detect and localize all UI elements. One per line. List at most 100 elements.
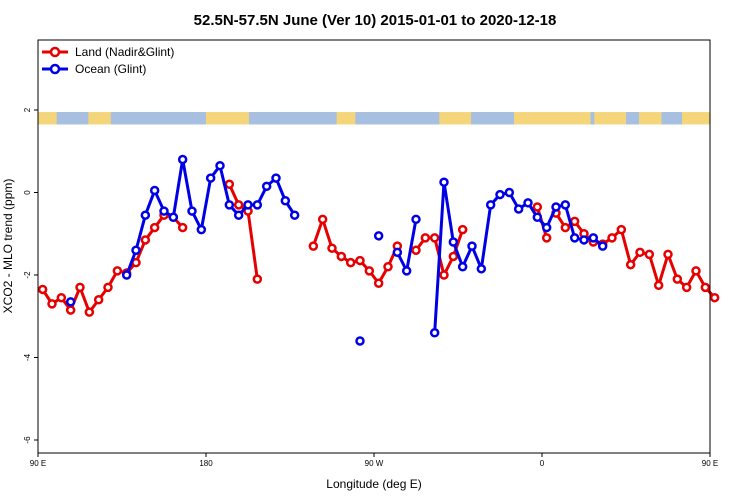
data-point bbox=[168, 212, 179, 222]
data-point bbox=[504, 187, 515, 198]
data-point bbox=[345, 257, 356, 268]
data-point bbox=[429, 328, 440, 338]
data-point bbox=[47, 299, 57, 309]
data-point bbox=[523, 198, 533, 208]
data-point bbox=[233, 200, 244, 210]
data-point bbox=[308, 241, 319, 251]
data-point bbox=[401, 266, 412, 276]
data-point bbox=[560, 200, 571, 210]
map-ocean bbox=[110, 112, 206, 125]
map-ocean bbox=[471, 112, 514, 125]
data-point bbox=[261, 181, 272, 192]
data-point bbox=[439, 177, 449, 187]
world-map-strip bbox=[38, 112, 710, 125]
chart-title: 52.5N-57.5N June (Ver 10) 2015-01-01 to … bbox=[194, 12, 557, 29]
data-point bbox=[131, 245, 141, 255]
data-point bbox=[373, 278, 384, 288]
x-tick-label: 90 W bbox=[365, 459, 384, 468]
data-point bbox=[541, 222, 552, 233]
data-point bbox=[653, 280, 664, 291]
data-point bbox=[644, 249, 655, 260]
data-point bbox=[37, 284, 48, 295]
series-line bbox=[554, 212, 716, 299]
data-point bbox=[224, 179, 235, 189]
y-tick-label: -4 bbox=[23, 353, 32, 361]
data-point bbox=[513, 204, 524, 214]
data-point bbox=[336, 251, 347, 262]
data-point bbox=[243, 200, 253, 210]
data-point bbox=[149, 185, 160, 196]
data-point bbox=[392, 247, 403, 258]
legend-ocean-marker bbox=[49, 63, 61, 75]
data-point bbox=[429, 233, 440, 243]
data-point bbox=[411, 214, 421, 225]
data-point bbox=[448, 237, 459, 247]
map-ocean bbox=[248, 112, 337, 125]
data-point bbox=[476, 264, 487, 274]
data-point bbox=[532, 202, 543, 212]
data-point bbox=[700, 282, 711, 293]
map-ocean bbox=[661, 112, 682, 125]
data-point bbox=[93, 295, 104, 305]
data-point bbox=[588, 233, 599, 243]
data-point bbox=[75, 282, 85, 293]
legend-land-marker bbox=[49, 46, 61, 58]
data-point bbox=[373, 231, 384, 241]
data-point bbox=[65, 305, 76, 315]
data-point bbox=[532, 212, 543, 222]
data-point bbox=[177, 154, 188, 165]
map-ocean bbox=[590, 112, 595, 125]
map-ocean bbox=[355, 112, 440, 125]
data-point bbox=[196, 224, 207, 235]
data-point bbox=[625, 259, 636, 270]
map-ocean bbox=[56, 112, 89, 125]
data-point bbox=[112, 266, 123, 276]
data-point bbox=[635, 247, 645, 258]
data-point bbox=[252, 274, 263, 284]
y-tick-label: -6 bbox=[23, 436, 32, 444]
data-point bbox=[327, 243, 337, 253]
data-point bbox=[103, 282, 113, 293]
data-point bbox=[551, 202, 561, 212]
data-point bbox=[233, 210, 244, 220]
data-point bbox=[355, 336, 365, 346]
data-point bbox=[383, 262, 393, 272]
y-tick-label: 2 bbox=[23, 107, 32, 112]
data-point bbox=[140, 210, 151, 220]
data-point bbox=[467, 241, 477, 251]
legend: Land (Nadir&Glint) Ocean (Glint) bbox=[42, 45, 174, 76]
data-point bbox=[364, 266, 375, 276]
data-point bbox=[215, 160, 225, 171]
data-point bbox=[187, 206, 197, 216]
series-1 bbox=[65, 154, 608, 346]
data-point bbox=[149, 222, 160, 233]
data-point bbox=[439, 270, 449, 280]
data-point bbox=[317, 214, 328, 225]
x-tick-label: 90 E bbox=[30, 459, 46, 468]
y-axis: -6 -4 -2 0 2 bbox=[23, 107, 38, 444]
data-point bbox=[681, 282, 692, 293]
series-line bbox=[227, 183, 259, 280]
y-tick-label: -2 bbox=[23, 271, 32, 279]
data-point bbox=[663, 249, 673, 260]
series-line bbox=[311, 217, 399, 285]
legend-land-label: Land (Nadir&Glint) bbox=[75, 45, 174, 59]
data-point bbox=[289, 210, 300, 220]
data-point bbox=[616, 224, 627, 235]
data-point bbox=[691, 266, 701, 276]
data-point bbox=[457, 262, 468, 272]
data-point bbox=[65, 297, 76, 307]
data-point bbox=[607, 233, 617, 243]
data-point bbox=[121, 270, 132, 280]
data-point bbox=[271, 173, 281, 183]
data-point bbox=[411, 245, 421, 255]
data-point bbox=[56, 292, 67, 303]
data-point bbox=[280, 196, 291, 206]
x-tick-label: 0 bbox=[540, 459, 545, 468]
data-point bbox=[485, 200, 496, 210]
data-point bbox=[569, 233, 580, 243]
series-0 bbox=[37, 179, 720, 317]
legend-ocean-label: Ocean (Glint) bbox=[75, 62, 146, 76]
data-point bbox=[448, 251, 459, 262]
